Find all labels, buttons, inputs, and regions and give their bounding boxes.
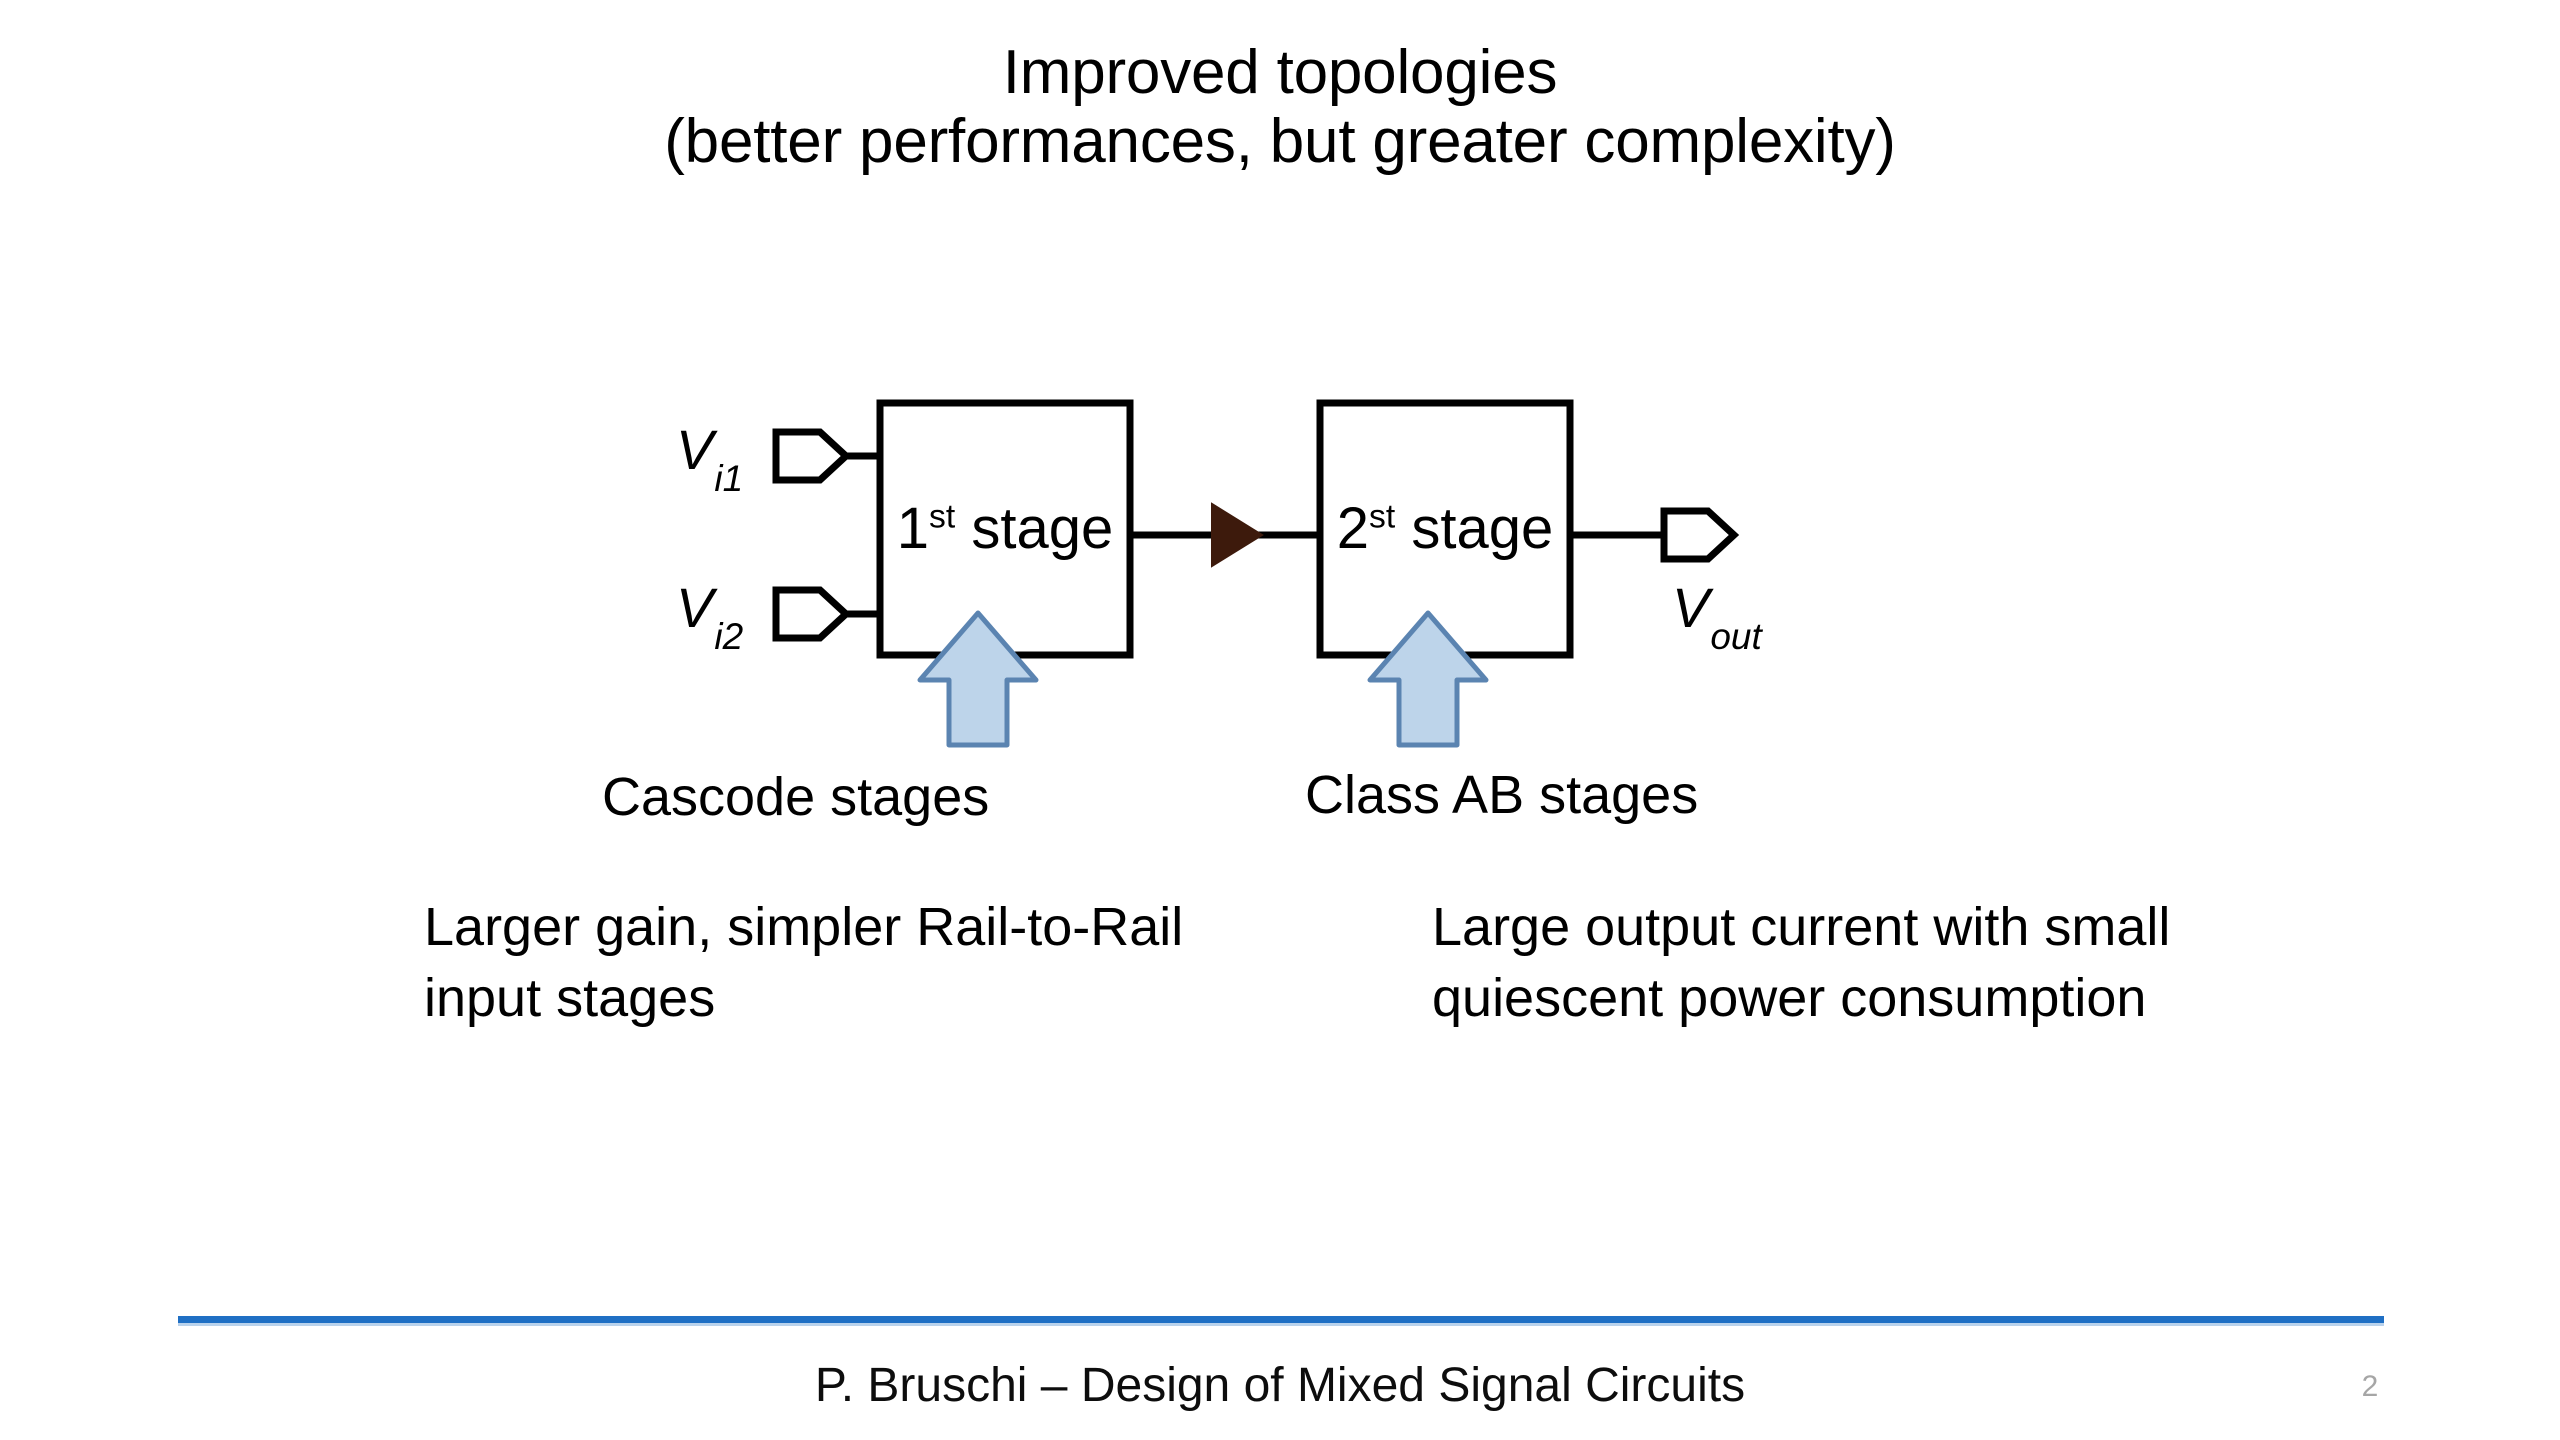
page-number: 2	[2361, 1370, 2379, 1403]
body-text-left: Larger gain, simpler Rail-to-Rail input …	[424, 897, 1184, 1029]
body-text-right: Large output current with small quiescen…	[1432, 897, 2171, 1029]
page-title: Improved topologies (better performances…	[0, 38, 2560, 177]
classab-callout-arrow-icon	[1367, 610, 1489, 748]
cascode-stages-label: Cascode stages	[602, 767, 990, 827]
input-2-subscript: i2	[714, 616, 744, 658]
stage-1-ordinal: st	[929, 498, 956, 536]
stage-2-ordinal: st	[1369, 498, 1396, 536]
output-symbol: V	[1672, 576, 1710, 639]
input-port-2-icon	[772, 586, 884, 642]
output-port-icon	[1570, 507, 1740, 563]
stage-2-number: 2	[1336, 496, 1370, 561]
stage-1-number: 1	[896, 496, 930, 561]
stage-2-word: stage	[1411, 496, 1554, 561]
footer-divider	[178, 1316, 2384, 1323]
input-1-subscript: i1	[714, 458, 744, 500]
input-1-symbol: V	[676, 418, 714, 481]
input-2-symbol: V	[676, 576, 714, 639]
class-ab-stages-label: Class AB stages	[1305, 765, 1699, 825]
output-subscript: out	[1710, 616, 1762, 658]
stage-1-label: 1st stage	[880, 500, 1130, 558]
input-port-1-icon	[772, 428, 884, 484]
output-label: Vout	[1672, 580, 1762, 656]
footer-divider-highlight	[178, 1323, 2384, 1326]
input-2-label: Vi2	[676, 580, 743, 656]
footer-attribution: P. Bruschi – Design of Mixed Signal Circ…	[814, 1359, 1746, 1412]
title-line-1: Improved topologies	[1002, 38, 1558, 107]
title-line-2: (better performances, but greater comple…	[664, 107, 1896, 177]
stage-2-label: 2st stage	[1320, 500, 1570, 558]
signal-direction-arrowhead-icon	[1211, 502, 1264, 568]
cascode-callout-arrow-icon	[917, 610, 1039, 748]
input-1-label: Vi1	[676, 422, 743, 498]
stage-1-word: stage	[971, 496, 1114, 561]
